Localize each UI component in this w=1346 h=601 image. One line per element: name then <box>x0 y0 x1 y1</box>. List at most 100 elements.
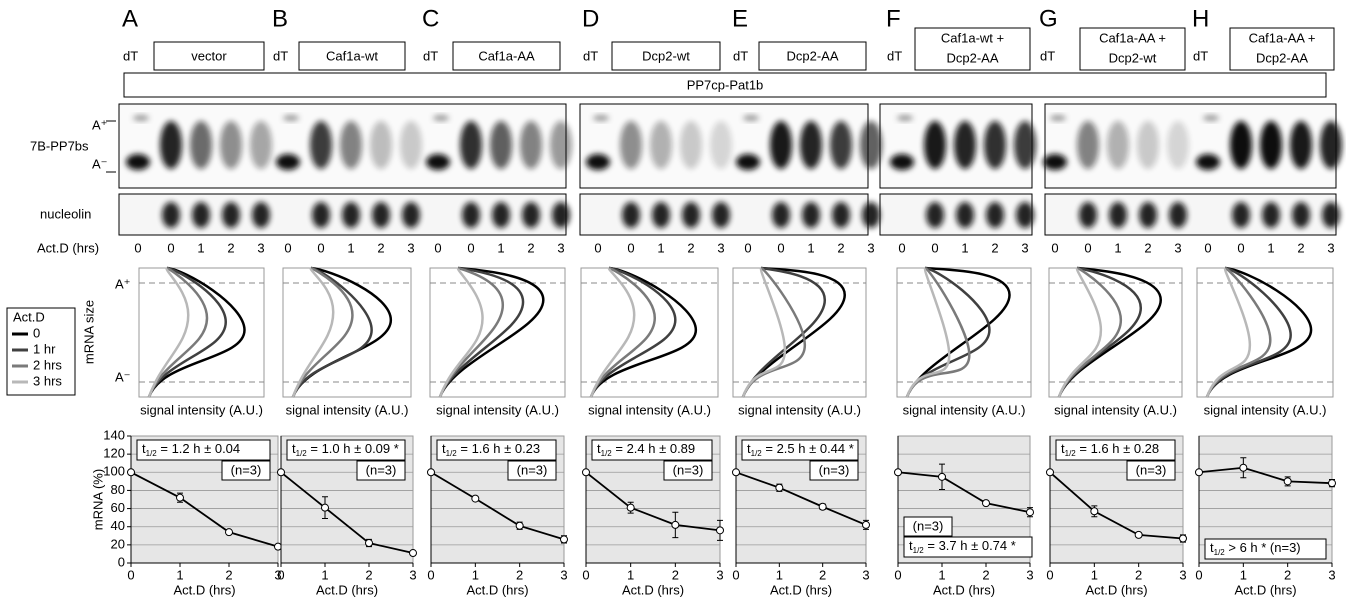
decay-line <box>430 471 565 541</box>
size-mark: A⁺ <box>115 276 131 291</box>
decay-line <box>585 471 721 532</box>
lane-label: 0 <box>898 240 905 255</box>
t-text: = 2.5 h ± 0.44 * <box>762 441 854 456</box>
nucleolin-band <box>1322 202 1340 228</box>
blot-smear <box>340 121 362 169</box>
x-tick-label: 2 <box>516 567 523 582</box>
nucleolin-band <box>652 202 670 228</box>
n-label: (n=3) <box>673 462 704 477</box>
lane-label: 0 <box>594 240 601 255</box>
lane-label: 3 <box>407 240 414 255</box>
n-label: (n=3) <box>517 462 548 477</box>
data-point <box>982 499 990 508</box>
profile-x-label: signal intensity (A.U.) <box>1054 402 1177 417</box>
blot-smear <box>310 121 332 169</box>
half-life: t1/2 = 1.0 h ± 0.09 * <box>292 441 399 458</box>
x-tick-label: 2 <box>672 567 679 582</box>
profile-trace <box>741 266 827 398</box>
blot-smear <box>770 121 792 169</box>
nucleolin-band <box>772 202 790 228</box>
nucleolin-band <box>492 202 510 228</box>
data-point <box>894 468 902 477</box>
nucleolin-band <box>956 202 974 228</box>
profile-x-label: signal intensity (A.U.) <box>286 402 409 417</box>
t-text: = 1.6 h ± 0.28 <box>1076 441 1159 456</box>
half-life: t1/2 = 1.6 h ± 0.23 <box>442 441 540 458</box>
y-tick-label: 60 <box>111 500 125 515</box>
data-point <box>409 549 417 558</box>
profile-x-label: signal intensity (A.U.) <box>588 402 711 417</box>
lane-label: 3 <box>1021 240 1028 255</box>
data-point <box>1328 479 1336 488</box>
annotation-box <box>663 460 713 481</box>
construct-label: Dcp2-wt <box>642 48 690 63</box>
t-symbol: t <box>1210 540 1214 555</box>
x-axis-label: Act.D (hrs) <box>933 582 995 597</box>
blot-smear <box>460 121 482 169</box>
x-tick-label: 2 <box>225 567 232 582</box>
annotation-box <box>221 460 271 481</box>
x-tick-label: 1 <box>176 567 183 582</box>
dT-label: dT <box>1040 48 1055 63</box>
x-axis-label: Act.D (hrs) <box>770 582 832 597</box>
profile-trace <box>291 266 354 398</box>
profile-x-label: signal intensity (A.U.) <box>140 402 263 417</box>
nucleolin-band <box>192 202 210 228</box>
panel-letter: D <box>582 5 599 32</box>
x-tick-label: 3 <box>409 567 416 582</box>
nucleolin-band <box>802 202 820 228</box>
profile-trace <box>1057 266 1162 398</box>
profile-x-label: signal intensity (A.U.) <box>903 402 1026 417</box>
blot-band <box>126 154 150 170</box>
blot-frame <box>879 193 1033 236</box>
dT-label: dT <box>423 48 438 63</box>
blot-smear <box>1014 121 1036 169</box>
data-point <box>626 503 635 512</box>
row-label: Act.D (hrs) <box>37 240 99 255</box>
x-tick-label: 0 <box>427 567 434 582</box>
dT-label: dT <box>1193 48 1208 63</box>
y-tick-label: 100 <box>103 464 125 479</box>
blot-smear <box>160 121 182 169</box>
lane-label: 3 <box>717 240 724 255</box>
dT-label: dT <box>123 48 138 63</box>
profile-trace <box>1205 266 1252 398</box>
nucleolin-band <box>312 202 330 228</box>
annotation-box <box>436 439 557 461</box>
profile-trace <box>589 266 698 398</box>
lane-label: 3 <box>1174 240 1181 255</box>
t-symbol: t <box>292 441 296 456</box>
data-point <box>274 542 282 551</box>
annotation-box <box>903 536 1033 558</box>
size-mark: A⁺ <box>92 117 108 132</box>
annotation-box <box>591 439 713 461</box>
profile-trace <box>438 266 525 398</box>
x-tick-label: 3 <box>1179 567 1186 582</box>
nucleolin-band <box>926 202 944 228</box>
x-tick-label: 2 <box>982 567 989 582</box>
x-tick-label: 0 <box>732 567 739 582</box>
t-text: = 1.6 h ± 0.23 <box>457 441 540 456</box>
lane-label: 0 <box>1204 240 1211 255</box>
data-point <box>938 472 946 481</box>
lane-label: 3 <box>1327 240 1334 255</box>
panel-letter: A <box>122 5 138 32</box>
lane-label: 1 <box>657 240 664 255</box>
panel-letter: B <box>272 5 288 32</box>
profile-trace <box>147 266 246 398</box>
blot-smear <box>1077 121 1099 169</box>
nucleolin-band <box>1232 202 1250 228</box>
t-symbol: t <box>1061 441 1065 456</box>
profile-trace <box>147 266 228 398</box>
profile-trace <box>1205 266 1292 398</box>
profile-trace <box>589 266 636 398</box>
lane-label: 1 <box>1267 240 1274 255</box>
panel-letter: C <box>422 5 439 32</box>
blot-smear <box>490 121 512 169</box>
profile-trace <box>589 266 657 398</box>
blot-smear <box>650 121 672 169</box>
blot-band <box>283 115 299 121</box>
lane-label: 0 <box>627 240 634 255</box>
lane-label: 0 <box>1051 240 1058 255</box>
blot-smear <box>400 121 422 169</box>
